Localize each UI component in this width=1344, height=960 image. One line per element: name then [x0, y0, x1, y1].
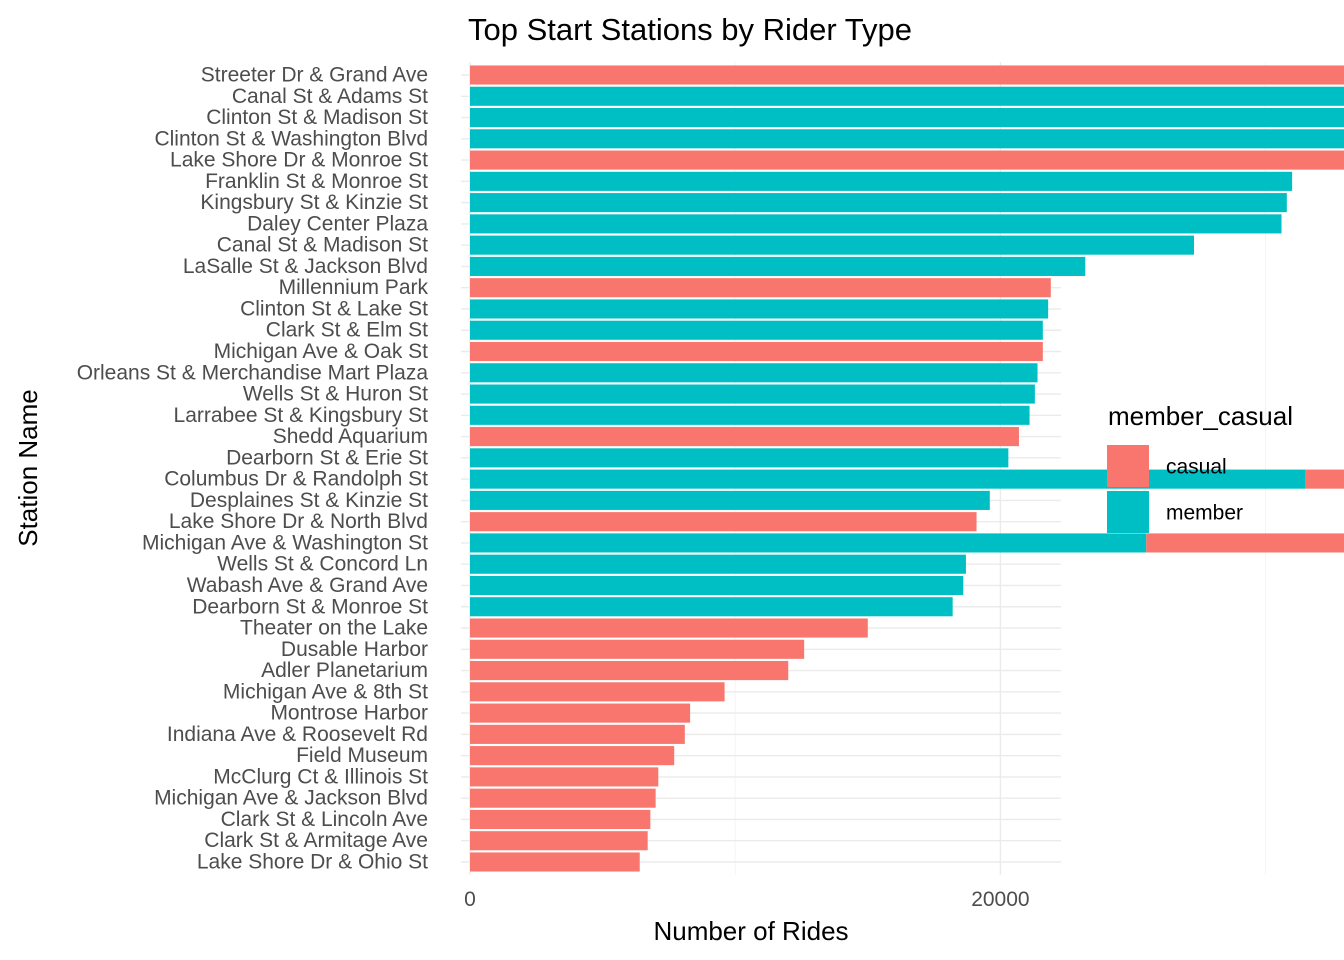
bar-member: Franklin St & Monroe St — member: 31000	[470, 171, 1293, 191]
bar-casual: Michigan Ave & Washington St — casual: 1…	[1146, 533, 1344, 553]
x-axis-ticks: 02000040000	[464, 888, 1029, 911]
y-tick-label: Michigan Ave & Washington St	[142, 531, 428, 554]
bar-member: Columbus Dr & Randolph St — member: 3150…	[470, 469, 1306, 489]
legend-title: member_casual	[1108, 401, 1293, 431]
y-tick-label: Millennium Park	[279, 276, 429, 299]
y-tick-label: Field Museum	[296, 744, 428, 767]
bar-casual: Lake Shore Dr & North Blvd — casual: 191…	[470, 512, 977, 532]
x-tick-label: 20000	[971, 888, 1029, 911]
y-tick-label: Wells St & Huron St	[243, 383, 428, 406]
bar-casual: Clark St & Lincoln Ave — casual: 6800	[470, 809, 651, 829]
y-tick-label: Clark St & Lincoln Ave	[221, 808, 428, 831]
y-tick-label: Larrabee St & Kingsbury St	[174, 404, 429, 427]
y-tick-label: Clark St & Armitage Ave	[204, 829, 428, 852]
chart-title: Top Start Stations by Rider Type	[468, 12, 912, 47]
bar-member: Clinton St & Madison St — member: 46000	[470, 107, 1344, 128]
y-tick-label: Michigan Ave & 8th St	[223, 680, 428, 703]
y-tick-label: Theater on the Lake	[240, 617, 428, 640]
bar-casual: Adler Planetarium — casual: 12000	[470, 661, 789, 681]
y-tick-label: LaSalle St & Jackson Blvd	[183, 255, 428, 278]
legend: member_casual casual member	[1107, 401, 1293, 533]
legend-swatch-member	[1107, 491, 1149, 533]
y-tick-label: Michigan Ave & Jackson Blvd	[154, 787, 428, 810]
bar-casual: Shedd Aquarium — casual: 20700	[470, 427, 1019, 447]
y-tick-label: Wabash Ave & Grand Ave	[187, 574, 428, 597]
bar-casual: Clark St & Armitage Ave — casual: 6700	[470, 831, 648, 851]
y-tick-label: Desplaines St & Kinzie St	[190, 489, 428, 512]
y-tick-label: Indiana Ave & Roosevelt Rd	[167, 723, 428, 746]
bar-casual: Montrose Harbor — casual: 8300	[470, 703, 691, 723]
bar-casual: McClurg Ct & Illinois St — casual: 7100	[470, 767, 659, 787]
y-tick-label: Dusable Harbor	[281, 638, 428, 661]
bar-casual: Millennium Park — casual: 21900	[470, 278, 1051, 298]
bar-member: Canal St & Madison St — member: 27300	[470, 235, 1194, 255]
bars: Streeter Dr & Grand Ave — casual: 53300C…	[470, 65, 1344, 872]
bar-member: LaSalle St & Jackson Blvd — member: 2320…	[470, 256, 1086, 276]
bar-member: Michigan Ave & Washington St — member: 2…	[470, 533, 1147, 553]
x-axis-title: Number of Rides	[653, 916, 848, 946]
bar-member: Daley Center Plaza — member: 30600	[470, 214, 1282, 234]
y-tick-label: Lake Shore Dr & Monroe St	[170, 149, 428, 172]
y-tick-label: Wells St & Concord Ln	[217, 553, 428, 576]
bar-casual: Michigan Ave & Oak St — casual: 21600	[470, 341, 1043, 362]
y-tick-label: Canal St & Madison St	[217, 234, 428, 257]
bar-casual: Indiana Ave & Roosevelt Rd — casual: 810…	[470, 724, 685, 744]
bar-member: Dearborn St & Erie St — member: 20300	[470, 448, 1009, 468]
bar-member: Orleans St & Merchandise Mart Plaza — me…	[470, 363, 1038, 383]
y-tick-label: Adler Planetarium	[261, 659, 428, 682]
bar-member: Clinton St & Lake St — member: 21800	[470, 299, 1049, 319]
y-tick-label: Canal St & Adams St	[232, 85, 428, 108]
y-tick-label: Kingsbury St & Kinzie St	[200, 191, 428, 214]
bar-member: Dearborn St & Monroe St — member: 18200	[470, 597, 953, 617]
bar-member: Kingsbury St & Kinzie St — member: 30800	[470, 193, 1287, 213]
legend-items: casual member	[1107, 445, 1243, 533]
bar-member: Clark St & Elm St — member: 21600	[470, 320, 1043, 340]
y-tick-label: Lake Shore Dr & North Blvd	[169, 510, 428, 533]
y-tick-label: McClurg Ct & Illinois St	[213, 765, 428, 788]
y-tick-label: Streeter Dr & Grand Ave	[201, 64, 428, 87]
bar-member: Wells St & Concord Ln — member: 18700	[470, 554, 966, 574]
bar-casual: Lake Shore Dr & Monroe St — casual: 3940…	[470, 150, 1344, 170]
y-tick-label: Clinton St & Washington Blvd	[154, 127, 428, 150]
x-tick-label: 0	[464, 888, 476, 911]
y-tick-label: Clark St & Elm St	[266, 319, 428, 342]
y-tick-label: Dearborn St & Erie St	[226, 446, 428, 469]
bar-casual: Field Museum — casual: 7700	[470, 746, 675, 766]
legend-label-member: member	[1166, 502, 1243, 525]
y-tick-label: Clinton St & Madison St	[206, 106, 428, 129]
bar-casual: Michigan Ave & 8th St — casual: 9600	[470, 682, 725, 702]
y-tick-label: Dearborn St & Monroe St	[192, 595, 428, 618]
legend-label-casual: casual	[1166, 456, 1227, 479]
y-tick-label: Franklin St & Monroe St	[205, 170, 428, 193]
bar-member: Desplaines St & Kinzie St — member: 1960…	[470, 490, 990, 510]
bar-casual: Michigan Ave & Jackson Blvd — casual: 70…	[470, 788, 656, 808]
y-tick-label: Columbus Dr & Randolph St	[164, 468, 428, 491]
bar-casual: Columbus Dr & Randolph St — casual: 7900	[1305, 469, 1344, 489]
y-tick-label: Shedd Aquarium	[273, 425, 428, 448]
y-tick-label: Daley Center Plaza	[247, 212, 428, 235]
y-tick-label: Orleans St & Merchandise Mart Plaza	[77, 361, 429, 384]
bar-member: Canal St & Adams St — member: 50700	[470, 86, 1344, 106]
bar-casual: Streeter Dr & Grand Ave — casual: 53300	[470, 65, 1344, 85]
bar-member: Wells St & Huron St — member: 21300	[470, 384, 1035, 404]
bar-member: Clinton St & Washington Blvd — member: 4…	[470, 129, 1344, 149]
y-tick-label: Clinton St & Lake St	[240, 297, 428, 320]
y-axis-title: Station Name	[13, 389, 43, 547]
bar-member: Larrabee St & Kingsbury St — member: 211…	[470, 405, 1030, 425]
y-tick-label: Lake Shore Dr & Ohio St	[197, 850, 428, 873]
bar-casual: Lake Shore Dr & Ohio St — casual: 6400	[470, 852, 640, 872]
bar-casual: Theater on the Lake — casual: 15000	[470, 618, 868, 638]
bar-casual: Dusable Harbor — casual: 12600	[470, 639, 805, 659]
legend-swatch-casual	[1107, 445, 1149, 487]
y-tick-label: Montrose Harbor	[270, 702, 428, 725]
bar-member: Wabash Ave & Grand Ave — member: 18600	[470, 575, 964, 596]
y-tick-label: Michigan Ave & Oak St	[214, 340, 429, 363]
